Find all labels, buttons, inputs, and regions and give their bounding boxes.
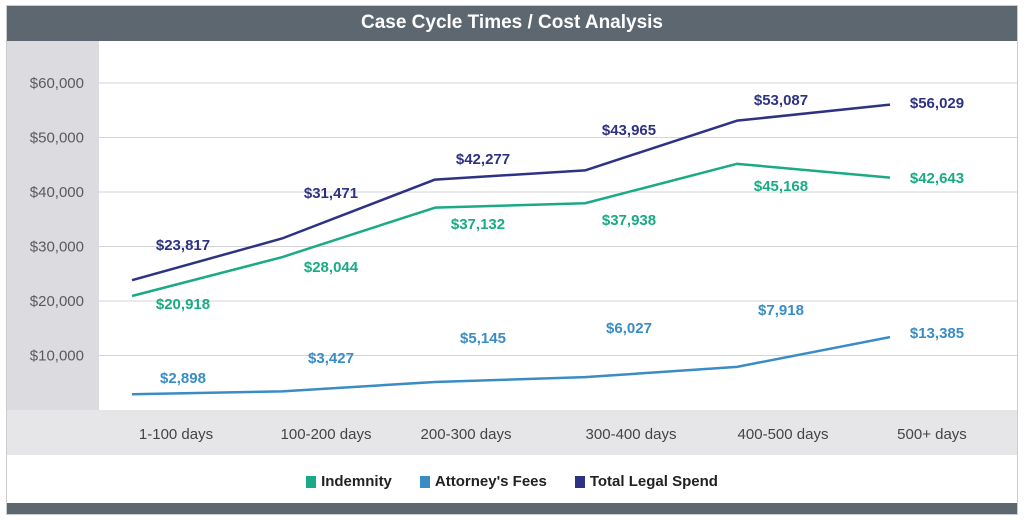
data-label-attorneys-fees: $2,898 xyxy=(160,370,206,387)
y-axis-panel xyxy=(6,41,99,410)
data-label-indemnity: $37,938 xyxy=(602,212,656,229)
series-line-attorneys-fees xyxy=(131,335,891,396)
y-tick-label: $60,000 xyxy=(30,75,84,92)
series-line-total-legal-spend xyxy=(131,103,891,282)
chart-frame xyxy=(6,5,1018,515)
y-tick-label: $40,000 xyxy=(30,184,84,201)
series-line-indemnity xyxy=(131,162,891,298)
data-label-total-legal-spend: $23,817 xyxy=(156,237,210,254)
x-tick-label: 200-300 days xyxy=(421,426,512,443)
legend-swatch xyxy=(419,475,430,488)
data-label-indemnity: $20,918 xyxy=(156,296,210,313)
legend-item-total-legal-spend: Total Legal Spend xyxy=(574,473,718,490)
x-tick-label: 300-400 days xyxy=(586,426,677,443)
x-axis-panel xyxy=(6,410,1018,455)
data-label-total-legal-spend: $56,029 xyxy=(910,95,964,112)
legend-swatch xyxy=(306,475,317,488)
data-label-total-legal-spend: $31,471 xyxy=(304,185,358,202)
data-label-total-legal-spend: $42,277 xyxy=(456,151,510,168)
x-tick-label: 1-100 days xyxy=(139,426,213,443)
y-tick-label: $10,000 xyxy=(30,348,84,365)
data-label-indemnity: $45,168 xyxy=(754,178,808,195)
legend-label: Indemnity xyxy=(321,473,392,490)
data-label-indemnity: $37,132 xyxy=(451,216,505,233)
data-label-attorneys-fees: $6,027 xyxy=(606,320,652,337)
x-tick-label: 400-500 days xyxy=(738,426,829,443)
x-tick-label: 100-200 days xyxy=(281,426,372,443)
legend-item-indemnity: Indemnity xyxy=(306,473,392,490)
legend-label: Total Legal Spend xyxy=(589,473,718,490)
legend-item-attorneys-fees: Attorney's Fees xyxy=(419,473,547,490)
data-label-attorneys-fees: $5,145 xyxy=(460,330,506,347)
data-label-indemnity: $42,643 xyxy=(910,170,964,187)
y-tick-label: $50,000 xyxy=(30,130,84,147)
chart-title: Case Cycle Times / Cost Analysis xyxy=(6,5,1018,41)
legend-swatch xyxy=(574,475,585,488)
data-label-total-legal-spend: $53,087 xyxy=(754,92,808,109)
legend-label: Attorney's Fees xyxy=(434,473,547,490)
x-tick-label: 500+ days xyxy=(897,426,967,443)
y-tick-label: $30,000 xyxy=(30,239,84,256)
footer-bar xyxy=(6,503,1018,515)
data-label-attorneys-fees: $13,385 xyxy=(910,325,964,342)
legend: Indemnity Attorney's Fees Total Legal Sp… xyxy=(0,473,1024,490)
data-label-attorneys-fees: $3,427 xyxy=(308,350,354,367)
data-label-indemnity: $28,044 xyxy=(304,259,359,276)
data-label-total-legal-spend: $43,965 xyxy=(602,122,656,139)
data-label-attorneys-fees: $7,918 xyxy=(758,302,804,319)
y-tick-label: $20,000 xyxy=(30,293,84,310)
